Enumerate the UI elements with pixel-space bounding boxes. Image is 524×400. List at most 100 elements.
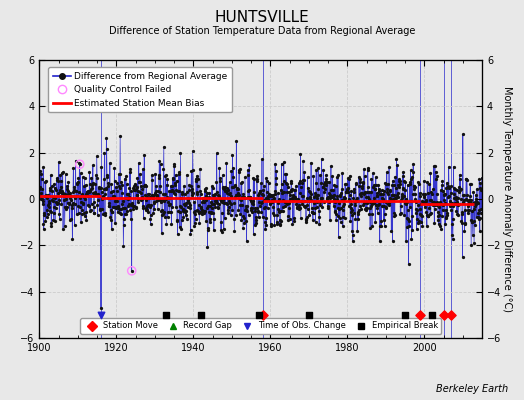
Point	[446, 190, 455, 196]
Point	[48, 183, 56, 190]
Point	[107, 207, 115, 213]
Point	[305, 195, 314, 202]
Point	[207, 199, 215, 205]
Point	[58, 188, 67, 194]
Point	[99, 193, 107, 200]
Point	[356, 179, 365, 185]
Point	[437, 200, 445, 207]
Point	[38, 198, 47, 204]
Point	[405, 217, 413, 224]
Point	[67, 192, 75, 199]
Point	[202, 185, 210, 191]
Point	[307, 191, 315, 197]
Point	[430, 219, 439, 226]
Point	[37, 196, 45, 202]
Point	[450, 195, 458, 201]
Point	[59, 169, 67, 175]
Point	[68, 205, 76, 212]
Point	[229, 184, 237, 191]
Point	[365, 211, 374, 217]
Point	[242, 205, 250, 212]
Point	[369, 198, 377, 204]
Point	[425, 196, 434, 203]
Point	[271, 181, 280, 187]
Point	[374, 182, 383, 188]
Point	[166, 209, 174, 216]
Point	[390, 211, 399, 218]
Point	[181, 200, 190, 207]
Point	[186, 202, 194, 208]
Point	[109, 203, 117, 210]
Point	[212, 196, 220, 203]
Point	[199, 196, 208, 202]
Point	[112, 204, 121, 210]
Point	[132, 186, 140, 192]
Point	[53, 175, 61, 182]
Point	[230, 216, 238, 222]
Point	[75, 160, 84, 166]
Point	[214, 204, 222, 211]
Point	[420, 178, 428, 184]
Point	[238, 194, 246, 200]
Point	[62, 204, 71, 210]
Point	[334, 213, 343, 219]
Point	[46, 207, 54, 214]
Point	[180, 201, 188, 207]
Point	[446, 198, 454, 205]
Point	[281, 171, 290, 178]
Point	[184, 199, 193, 205]
Point	[65, 200, 73, 206]
Point	[185, 200, 194, 206]
Point	[401, 179, 410, 185]
Point	[313, 204, 321, 210]
Point	[396, 181, 404, 188]
Point	[370, 186, 379, 192]
Point	[453, 187, 461, 193]
Point	[179, 214, 188, 220]
Point	[367, 189, 375, 195]
Point	[407, 198, 416, 204]
Point	[73, 181, 81, 187]
Point	[53, 200, 62, 206]
Point	[396, 197, 405, 204]
Point	[80, 183, 88, 190]
Point	[265, 193, 274, 199]
Point	[167, 183, 175, 189]
Point	[304, 198, 313, 204]
Point	[319, 184, 327, 190]
Point	[244, 167, 252, 173]
Point	[450, 163, 458, 170]
Point	[135, 178, 144, 185]
Point	[66, 190, 74, 196]
Point	[411, 195, 420, 202]
Point	[126, 168, 134, 175]
Point	[332, 211, 341, 217]
Point	[96, 185, 104, 191]
Point	[84, 189, 93, 196]
Point	[51, 194, 60, 201]
Point	[100, 186, 108, 192]
Point	[109, 193, 117, 200]
Point	[463, 197, 471, 203]
Point	[225, 190, 234, 196]
Point	[110, 165, 118, 171]
Point	[378, 198, 387, 204]
Point	[225, 191, 233, 197]
Point	[88, 185, 96, 191]
Point	[261, 225, 269, 232]
Point	[326, 186, 335, 193]
Point	[195, 220, 204, 226]
Point	[197, 205, 205, 211]
Point	[182, 216, 191, 222]
Point	[125, 200, 133, 207]
Point	[355, 203, 364, 209]
Point	[457, 196, 465, 202]
Point	[275, 209, 283, 215]
Point	[233, 186, 242, 192]
Point	[97, 163, 105, 170]
Point	[124, 202, 133, 209]
Point	[262, 175, 270, 182]
Point	[178, 189, 187, 195]
Point	[463, 177, 471, 183]
Point	[54, 158, 63, 165]
